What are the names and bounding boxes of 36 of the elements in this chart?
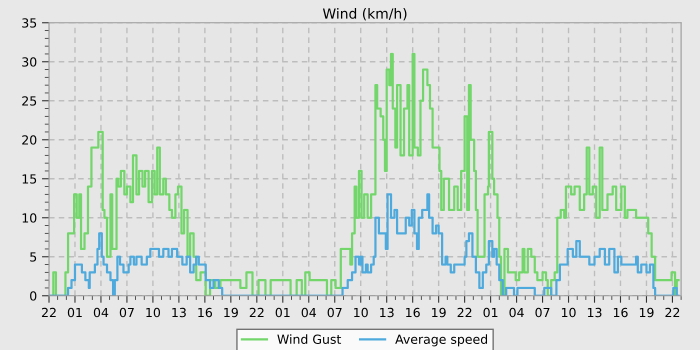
x-tick-label: 19 [432, 308, 446, 318]
x-tick-label: 13 [172, 308, 186, 318]
y-tick-label: 30 [22, 57, 36, 67]
y-tick-label: 25 [22, 96, 36, 106]
y-tick-label: 20 [22, 135, 36, 145]
x-tick-label: 07 [535, 308, 550, 318]
x-tick-label: 10 [562, 308, 576, 318]
x-tick-label: 19 [640, 308, 654, 318]
y-tick-label: 35 [22, 18, 36, 28]
x-tick-label: 16 [406, 308, 420, 318]
x-tick-label: 19 [224, 308, 238, 318]
x-tick-label: 22 [42, 308, 56, 318]
x-tick-label: 04 [509, 308, 524, 318]
x-tick-label: 01 [68, 308, 82, 318]
x-tick-label: 16 [198, 308, 212, 318]
x-tick-label: 13 [588, 308, 602, 318]
y-tick-label: 5 [30, 252, 36, 262]
x-tick-label: 22 [665, 308, 680, 318]
x-tick-label: 13 [380, 308, 394, 318]
x-tick-label: 01 [276, 308, 290, 318]
x-tick-label: 22 [458, 308, 472, 318]
legend-label: Wind Gust [277, 334, 342, 344]
x-tick-label: 07 [120, 308, 134, 318]
x-tick-label: 04 [94, 308, 108, 318]
y-tick-label: 0 [30, 291, 36, 301]
x-tick-label: 04 [302, 308, 316, 318]
legend-label: Average speed [395, 334, 488, 346]
x-tick-label: 07 [328, 308, 342, 318]
x-tick-label: 16 [614, 308, 628, 318]
x-tick-label: 22 [250, 308, 264, 318]
chart-title: Wind (km/h) [322, 8, 406, 20]
x-tick-label: 01 [483, 308, 498, 318]
y-tick-label: 10 [22, 213, 36, 223]
x-tick-label: 10 [146, 308, 160, 318]
x-tick-label: 10 [354, 308, 368, 318]
y-tick-label: 15 [22, 174, 36, 184]
